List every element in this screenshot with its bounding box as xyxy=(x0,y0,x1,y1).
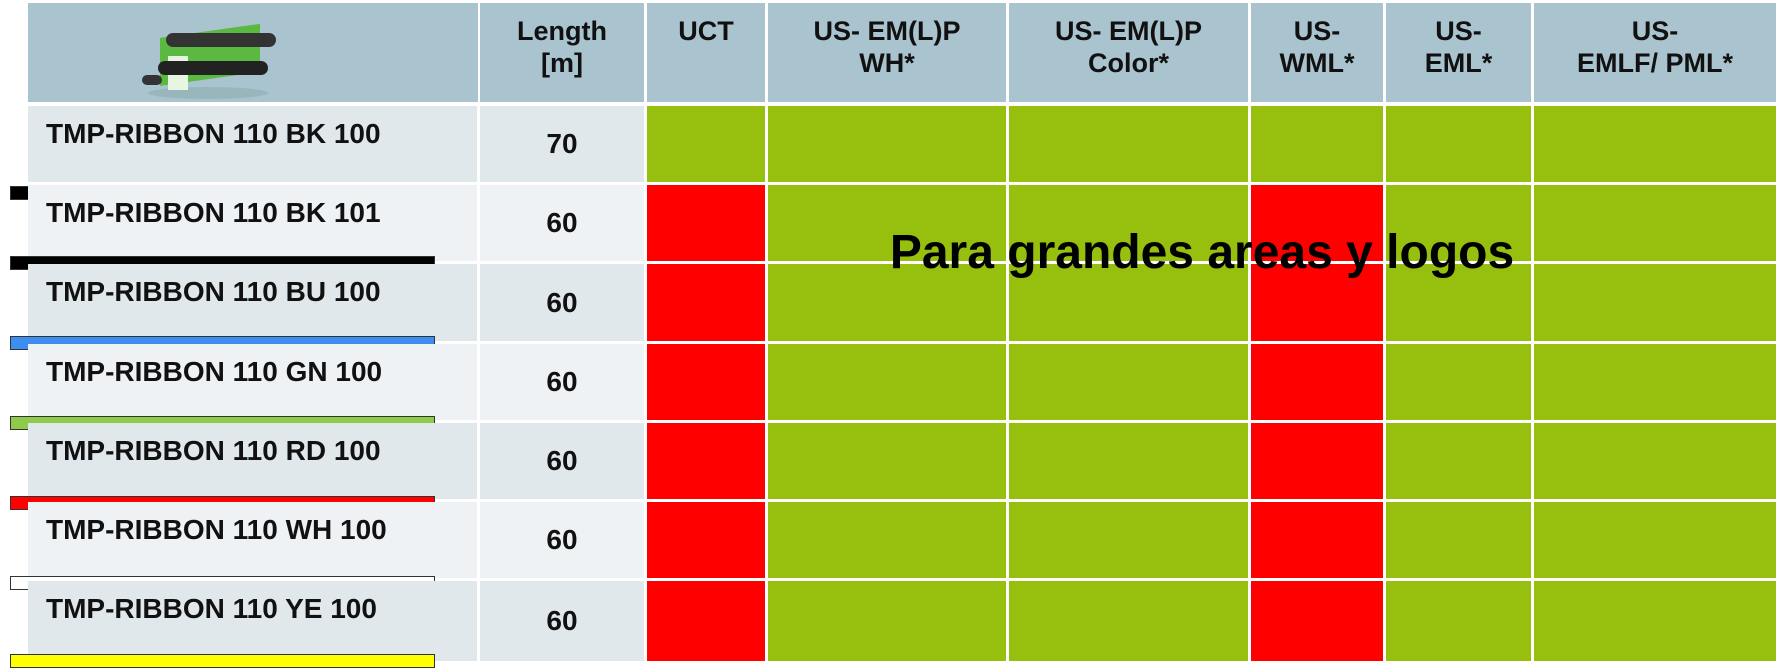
status-cell xyxy=(647,106,765,182)
column-header: US- EMLF/ PML* xyxy=(1534,3,1776,102)
status-cell xyxy=(1251,581,1383,661)
status-cell xyxy=(768,502,1006,578)
ribbon-name: TMP-RIBBON 110 BK 100 xyxy=(28,106,477,182)
length: 60 xyxy=(480,581,644,661)
ribbon-name: TMP-RIBBON 110 WH 100 xyxy=(28,502,477,578)
status-cell xyxy=(1251,344,1383,420)
column-header: UCT xyxy=(647,3,765,102)
status-cell xyxy=(1534,502,1776,578)
status-cell xyxy=(647,344,765,420)
status-cell xyxy=(1534,106,1776,182)
length: 60 xyxy=(480,344,644,420)
status-cell xyxy=(768,106,1006,182)
page: Length [m]UCTUS- EM(L)P WH*US- EM(L)P Co… xyxy=(0,0,1779,668)
color-swatch xyxy=(10,654,435,668)
column-header: Length [m] xyxy=(480,3,644,102)
status-cell xyxy=(1386,502,1531,578)
status-cell xyxy=(647,502,765,578)
ribbon-name: TMP-RIBBON 110 YE 100 xyxy=(28,581,477,661)
column-header: US- EM(L)P WH* xyxy=(768,3,1006,102)
header-corner xyxy=(28,3,478,102)
status-cell xyxy=(768,423,1006,499)
column-header: US- WML* xyxy=(1251,3,1383,102)
status-cell xyxy=(647,423,765,499)
status-cell xyxy=(768,581,1006,661)
status-cell xyxy=(1009,106,1248,182)
length: 70 xyxy=(480,106,644,182)
status-cell xyxy=(768,344,1006,420)
status-cell xyxy=(1534,423,1776,499)
status-cell xyxy=(1009,502,1248,578)
status-cell xyxy=(1386,581,1531,661)
status-cell xyxy=(1251,502,1383,578)
status-cell xyxy=(1386,344,1531,420)
ribbon-name: TMP-RIBBON 110 GN 100 xyxy=(28,344,477,420)
ribbon-icon xyxy=(138,11,298,101)
status-cell xyxy=(1009,423,1248,499)
status-cell xyxy=(1251,423,1383,499)
status-cell xyxy=(1251,106,1383,182)
overlay-text: Para grandes areas y logos xyxy=(0,225,1779,280)
column-header: US- EM(L)P Color* xyxy=(1009,3,1248,102)
status-cell xyxy=(1386,423,1531,499)
status-cell xyxy=(1534,581,1776,661)
length: 60 xyxy=(480,423,644,499)
status-cell xyxy=(1534,344,1776,420)
status-cell xyxy=(647,581,765,661)
column-header: US- EML* xyxy=(1386,3,1531,102)
length: 60 xyxy=(480,502,644,578)
ribbon-name: TMP-RIBBON 110 RD 100 xyxy=(28,423,477,499)
status-cell xyxy=(1009,344,1248,420)
status-cell xyxy=(1386,106,1531,182)
status-cell xyxy=(1009,581,1248,661)
